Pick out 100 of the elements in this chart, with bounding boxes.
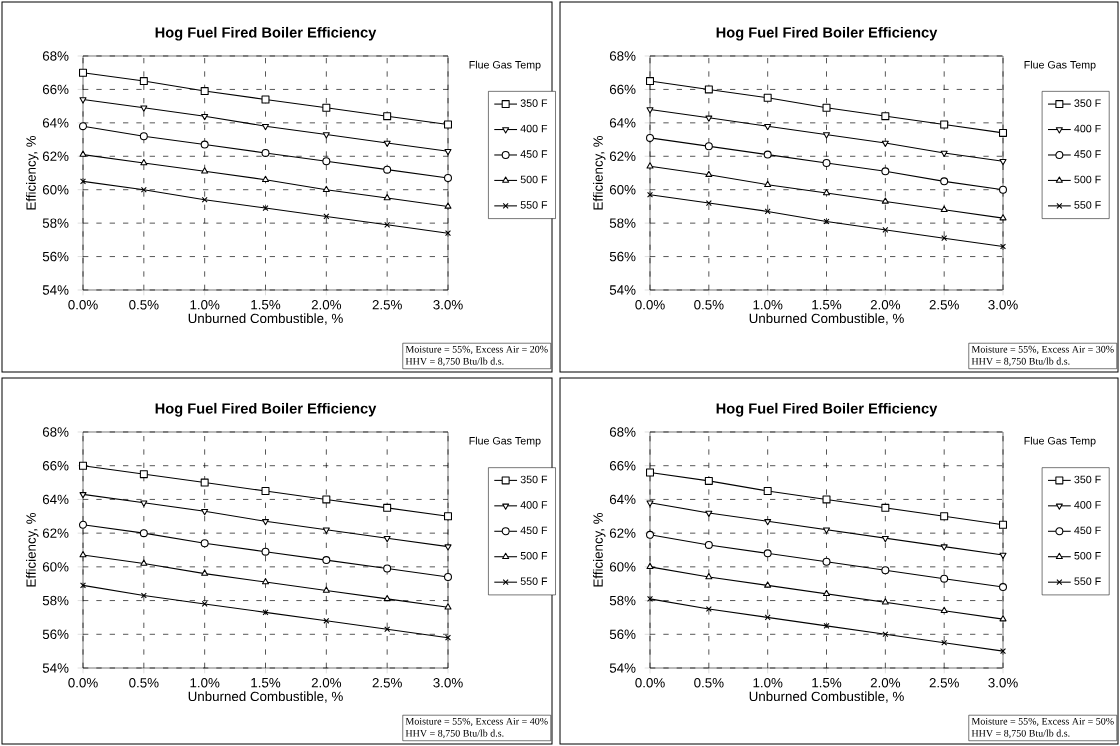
point [704, 540, 713, 549]
legend-label: 350 F [520, 99, 548, 107]
point [261, 95, 270, 104]
y-tick-label: 62% [42, 151, 69, 161]
point [140, 592, 147, 599]
point [822, 557, 831, 566]
point [78, 520, 88, 529]
point [704, 476, 713, 485]
x-tick-label: 3.0% [433, 300, 463, 310]
point [78, 68, 88, 77]
point [646, 133, 655, 142]
legend-label: 450 F [1074, 150, 1101, 158]
text: Moisture = 55%, Excess Air = 50% [971, 717, 1114, 727]
y-tick-label: 64% [609, 118, 636, 128]
point [322, 527, 330, 534]
point [940, 120, 949, 129]
point [262, 205, 269, 212]
legend-label: 400 F [520, 124, 548, 133]
y-tick-label: 64% [42, 118, 69, 128]
point [764, 519, 772, 526]
legend-title: Flue Gas Temp [1024, 60, 1096, 71]
point [444, 202, 452, 209]
point [78, 461, 88, 470]
point [999, 552, 1007, 560]
legend-label: 500 F [1074, 175, 1101, 184]
point [705, 115, 713, 122]
point [881, 140, 889, 147]
point [705, 572, 713, 580]
x-tick-label: 3.0% [988, 300, 1018, 310]
x-axis-title: Unburned Combustible, % [188, 691, 343, 703]
x-tick-label: 3.0% [988, 678, 1018, 688]
y-tick-label: 60% [609, 562, 636, 572]
y-tick-label: 62% [609, 151, 636, 161]
x-tick-label: 1.0% [190, 300, 220, 310]
point [1000, 243, 1006, 250]
point [704, 85, 713, 94]
point [763, 486, 772, 496]
x-tick-label: 1.0% [753, 678, 783, 688]
y-tick-label: 66% [42, 461, 69, 471]
point [646, 468, 655, 477]
point [999, 615, 1007, 622]
y-tick-label: 56% [42, 251, 69, 262]
point [139, 77, 148, 86]
legend-label: 550 F [520, 577, 548, 586]
y-tick-label: 54% [42, 285, 69, 295]
y-tick-label: 66% [42, 84, 69, 95]
point [999, 214, 1007, 221]
point [881, 197, 889, 204]
point [881, 535, 889, 543]
chart-title: Hog Fuel Fired Boiler Efficiency [716, 26, 938, 41]
legend-label: 350 F [1074, 99, 1101, 107]
point [80, 582, 86, 589]
text: Moisture = 55%, Excess Air = 40% [405, 717, 548, 727]
point [383, 535, 391, 543]
x-axis-title: Unburned Combustible, % [749, 691, 904, 703]
x-axis-title: Unburned Combustible, % [749, 313, 904, 325]
point [444, 603, 452, 610]
y-tick-label: 58% [42, 218, 69, 228]
point [822, 495, 831, 504]
point [201, 113, 209, 121]
point [822, 158, 831, 167]
point [444, 174, 453, 183]
text: Moisture = 55%, Excess Air = 30% [971, 345, 1114, 355]
point [383, 112, 392, 121]
point [646, 77, 655, 86]
point [764, 208, 771, 215]
point [822, 189, 831, 196]
point [261, 519, 270, 526]
x-tick-label: 2.0% [311, 300, 342, 310]
point [444, 148, 452, 156]
text: HHV = 8,750 Btu/lb d.s. [971, 357, 1070, 367]
legend-label: 450 F [520, 150, 548, 158]
point [80, 178, 86, 185]
point [763, 93, 772, 102]
point [140, 158, 148, 166]
point [261, 547, 270, 556]
y-tick-label: 54% [609, 285, 636, 295]
point [200, 140, 209, 149]
y-axis-title: Efficiency, % [593, 512, 606, 587]
point [261, 148, 270, 157]
point [647, 595, 653, 602]
point [882, 226, 889, 233]
point [823, 622, 830, 629]
legend-label: 450 F [520, 526, 548, 535]
legend-label: 500 F [1074, 552, 1101, 560]
point [140, 559, 148, 566]
point [201, 569, 209, 576]
point [999, 185, 1008, 194]
y-tick-label: 60% [42, 562, 69, 572]
point [322, 495, 331, 504]
point [764, 123, 772, 131]
point [200, 478, 209, 487]
point [201, 167, 209, 174]
point [763, 549, 772, 558]
point [940, 544, 948, 551]
legend-label: 400 F [520, 501, 548, 509]
y-tick-label: 64% [609, 494, 636, 505]
x-tick-label: 2.5% [372, 678, 402, 688]
x-tick-label: 1.5% [812, 300, 842, 310]
point [999, 159, 1007, 166]
